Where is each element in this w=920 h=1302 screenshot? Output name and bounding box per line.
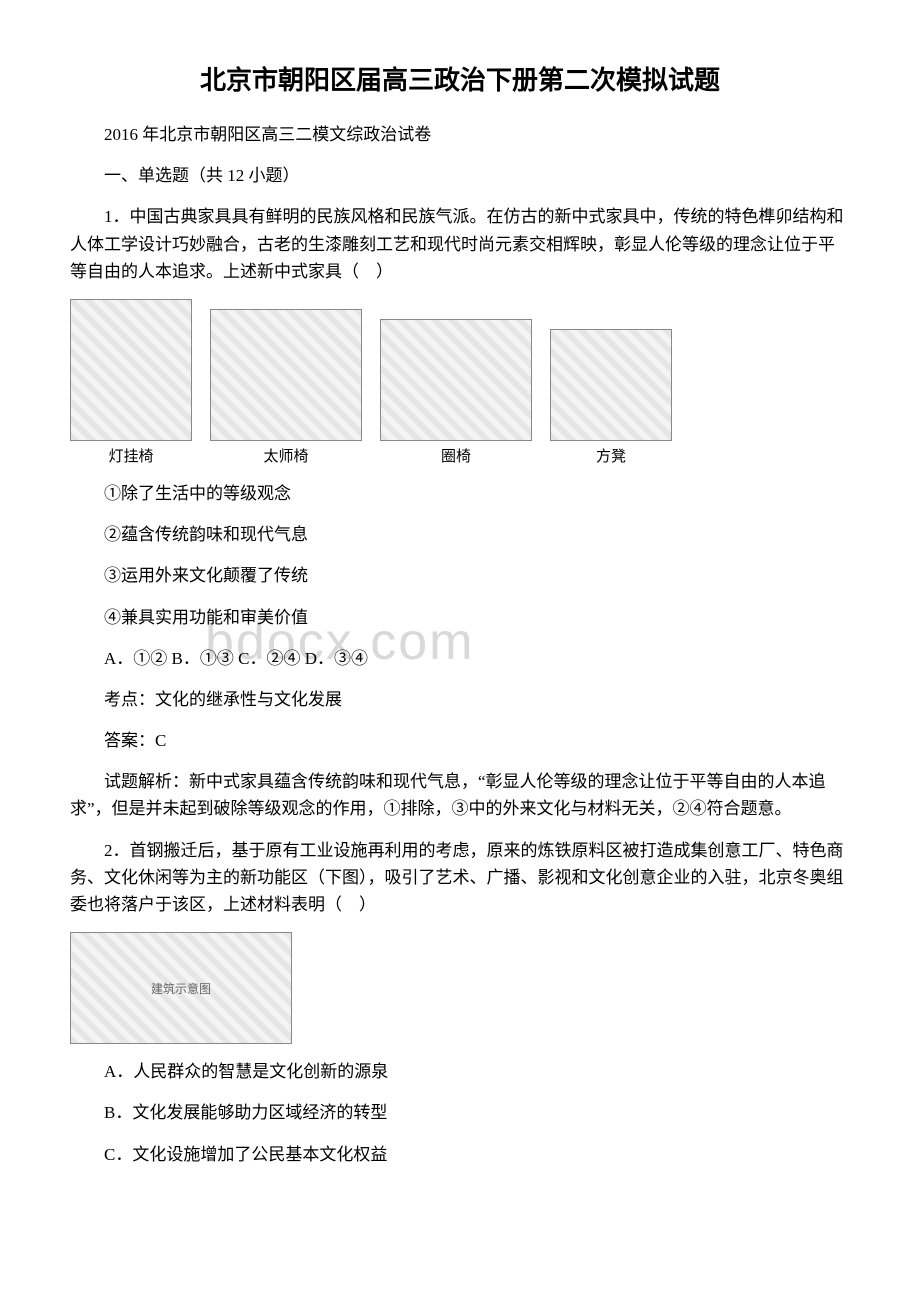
chair-image-4 — [550, 329, 672, 441]
q1-answer: 答案：C — [70, 727, 850, 754]
chair-image-2 — [210, 309, 362, 441]
q1-options: ①除了生活中的等级观念 ②蕴含传统韵味和现代气息 ③运用外来文化颠覆了传统 ④兼… — [70, 480, 850, 631]
q1-image-1-caption: 灯挂椅 — [108, 445, 153, 466]
q1-image-1: 灯挂椅 — [70, 299, 192, 466]
q2-stem: 2．首钢搬迁后，基于原有工业设施再利用的考虑，原来的炼铁原料区被打造成集创意工厂… — [70, 837, 850, 919]
q1-analysis: 试题解析：新中式家具蕴含传统韵味和现代气息，“彰显人伦等级的理念让位于平等自由的… — [70, 768, 850, 822]
q1-image-2-caption: 太师椅 — [263, 445, 308, 466]
q1-opt-3: ③运用外来文化颠覆了传统 — [70, 562, 850, 589]
q1-image-2: 太师椅 — [210, 309, 362, 466]
q1-opt-1: ①除了生活中的等级观念 — [70, 480, 850, 507]
q1-image-3: 圈椅 — [380, 319, 532, 466]
q2-building-image: 建筑示意图 — [70, 932, 292, 1044]
q2-opt-b: B．文化发展能够助力区域经济的转型 — [70, 1099, 850, 1126]
q2-options: A．人民群众的智慧是文化创新的源泉 B．文化发展能够助力区域经济的转型 C．文化… — [70, 1058, 850, 1168]
q2-image-wrap: 建筑示意图 — [70, 932, 850, 1044]
q1-image-4: 方凳 — [550, 329, 672, 466]
section-heading: 一、单选题（共 12 小题） — [70, 162, 850, 189]
q2-opt-a: A．人民群众的智慧是文化创新的源泉 — [70, 1058, 850, 1085]
q1-image-3-caption: 圈椅 — [441, 445, 471, 466]
q2-opt-c: C．文化设施增加了公民基本文化权益 — [70, 1141, 850, 1168]
q1-stem: 1．中国古典家具具有鲜明的民族风格和民族气派。在仿古的新中式家具中，传统的特色榫… — [70, 203, 850, 285]
q1-opt-2: ②蕴含传统韵味和现代气息 — [70, 521, 850, 548]
chair-image-3 — [380, 319, 532, 441]
q1-image-4-caption: 方凳 — [596, 445, 626, 466]
chair-image-1 — [70, 299, 192, 441]
q1-topic: 考点：文化的继承性与文化发展 — [70, 686, 850, 713]
page-title: 北京市朝阳区届高三政治下册第二次模拟试题 — [70, 60, 850, 97]
q1-choices: A．①② B．①③ C．②④ D．③④ — [70, 645, 850, 672]
q1-image-row: 灯挂椅 太师椅 圈椅 方凳 — [70, 299, 850, 466]
q1-opt-4: ④兼具实用功能和审美价值 — [70, 604, 850, 631]
subtitle: 2016 年北京市朝阳区高三二模文综政治试卷 — [70, 121, 850, 148]
